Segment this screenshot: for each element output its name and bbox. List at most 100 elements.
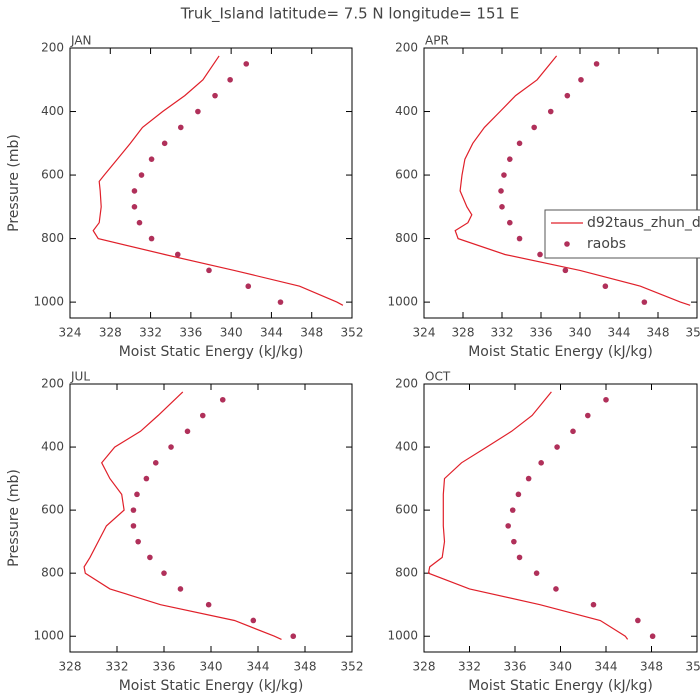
obs-point [138,172,145,178]
x-tick-label: 332 [458,660,481,674]
figure-title: Truk_Island latitude= 7.5 N longitude= 1… [180,5,520,24]
obs-point [206,267,212,274]
obs-point [184,428,191,435]
obs-point [649,633,656,640]
obs-point [641,299,648,305]
plot-frame [69,383,353,653]
obs-point [177,586,184,592]
obs-point [177,124,184,131]
obs-point [243,61,250,67]
profile-line [427,391,629,640]
panel: APR 324 328 332 336 340 344 348 352 200 400 600 800 1… [387,34,700,360]
x-tick-label: 344 [247,660,270,674]
obs-point [498,188,504,194]
obs-point [135,538,141,545]
obs-point [250,617,257,624]
y-tick-label: 1000 [33,295,64,309]
obs-point [131,188,138,194]
obs-point [227,76,233,83]
obs-point [143,475,150,482]
x-tick-label: 340 [200,660,223,674]
obs-point [219,396,226,403]
obs-point [507,156,513,162]
obs-point [511,538,517,545]
obs-point [635,617,641,624]
y-axis-label: Pressure (mb) [6,134,22,232]
obs-point [590,601,597,608]
y-tick-label: 400 [41,104,64,118]
obs-point [212,92,218,99]
panel-title: JAN [70,34,92,48]
obs-point [130,523,137,529]
obs-point [564,92,571,99]
panel: JAN 324 328 332 336 340 344 348 352 200 400 600 800 1… [6,34,363,361]
x-tick-label: 332 [106,660,129,674]
x-tick-label: 340 [220,326,243,340]
obs-point [148,235,155,242]
y-tick-label: 600 [41,168,64,182]
obs-point [593,61,600,67]
obs-point [290,633,297,640]
obs-point [525,475,532,482]
x-axis-label: Moist Static Energy (kJ/kg) [468,678,653,694]
x-tick-label: 348 [640,660,663,674]
legend-marker [564,241,570,247]
x-tick-label: 324 [413,326,436,340]
obs-point [499,204,505,210]
x-tick-label: 328 [413,660,436,674]
obs-point [130,507,137,513]
legend-box [544,209,700,259]
obs-point [136,219,143,226]
x-tick-label: 348 [294,660,317,674]
obs-point [205,601,212,608]
profile-line [83,391,282,640]
x-tick-label: 352 [686,326,700,340]
obs-point [562,267,569,274]
plot-frame [423,47,698,319]
x-tick-label: 348 [300,326,323,340]
y-tick-label: 600 [395,503,418,517]
y-tick-label: 400 [41,440,64,454]
obs-point [516,554,523,561]
x-tick-label: 324 [59,326,82,340]
y-tick-label: 600 [395,168,418,182]
x-axis-label: Moist Static Energy (kJ/kg) [119,678,304,694]
obs-point [505,523,511,529]
obs-point [547,108,554,115]
profile-line [454,55,691,306]
x-axis-label: Moist Static Energy (kJ/kg) [468,344,653,360]
x-tick-label: 328 [59,660,82,674]
obs-point [245,283,252,290]
obs-point [509,507,516,513]
y-tick-label: 800 [41,231,64,245]
obs-point [554,444,560,450]
x-tick-label: 352 [686,660,700,674]
x-tick-label: 328 [452,326,475,340]
y-tick-label: 200 [41,41,64,55]
obs-point [507,219,513,226]
x-tick-label: 336 [504,660,527,674]
obs-point [533,570,540,576]
obs-point [553,586,559,592]
obs-point [277,299,284,305]
panel-title: OCT [425,370,451,384]
y-tick-label: 800 [395,566,418,580]
y-tick-label: 200 [395,377,418,391]
x-tick-label: 344 [608,326,631,340]
x-axis-label: Moist Static Energy (kJ/kg) [119,344,304,360]
obs-point [515,491,522,498]
x-tick-label: 352 [341,326,364,340]
obs-point [537,251,543,258]
obs-point [516,235,523,242]
obs-point [570,428,576,435]
obs-point [131,204,138,210]
y-tick-label: 1000 [33,629,64,643]
x-tick-label: 336 [179,326,202,340]
y-tick-label: 400 [395,104,418,118]
obs-point [578,76,584,83]
x-tick-label: 332 [139,326,162,340]
obs-point [161,570,167,576]
x-tick-label: 336 [153,660,176,674]
